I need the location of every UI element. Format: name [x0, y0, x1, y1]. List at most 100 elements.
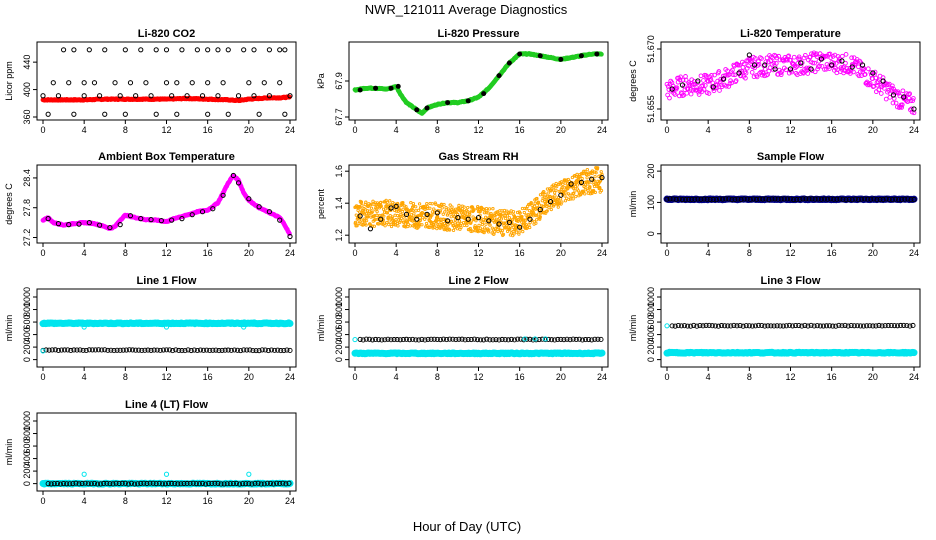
scatter-point [563, 181, 567, 185]
data-point [818, 56, 824, 62]
flow-point [215, 480, 221, 486]
flow-point [104, 480, 110, 486]
plot-frame [36, 412, 297, 492]
scatter-point [566, 186, 570, 190]
plot-frame [660, 164, 921, 244]
flow-point [555, 336, 561, 343]
flow-point [830, 323, 836, 329]
flow-point [363, 336, 369, 342]
flow-point [91, 480, 98, 486]
data-point [251, 47, 257, 53]
scatter-point [355, 224, 359, 228]
scatter-point [437, 204, 442, 209]
flow-point [778, 196, 784, 202]
scatter-point [438, 209, 443, 213]
flow-point [567, 337, 573, 343]
y-axis-label: ml/min [4, 439, 14, 466]
flow-point [108, 347, 114, 353]
y-tick-label: 51.670 [646, 35, 656, 63]
scatter-point [694, 87, 700, 93]
data-point [266, 47, 273, 53]
flow-point [759, 322, 765, 329]
flow-point [781, 196, 787, 202]
flow-point [741, 196, 747, 202]
data-point [210, 206, 216, 212]
flow-point [839, 323, 845, 329]
flow-point [86, 347, 92, 353]
flow-point [896, 197, 902, 203]
data-point [808, 66, 814, 72]
flow-point [592, 336, 598, 342]
panel-box_temp: Ambient Box Temperature 0 4 8 12 16 20 24 27.2 27… [4, 151, 297, 258]
flow-point [769, 196, 775, 202]
scatter-point [403, 222, 408, 226]
flow-point [67, 481, 73, 487]
flow-point [170, 348, 176, 354]
flow-point [815, 196, 821, 202]
scatter-point [520, 206, 525, 211]
flow-point [190, 480, 196, 486]
scatter-point [453, 221, 457, 225]
scatter-point [585, 167, 589, 172]
data-point [506, 60, 512, 66]
flow-point [726, 196, 732, 202]
scatter-point [414, 209, 418, 213]
flow-point [253, 348, 259, 354]
x-tick-label: 12 [473, 248, 483, 258]
flow-point [123, 347, 129, 353]
flow-point [62, 347, 68, 353]
scatter-point [434, 219, 438, 224]
data-point [91, 80, 98, 86]
y-axis-label: kPa [316, 73, 326, 89]
x-tick-label: 8 [747, 372, 752, 382]
scatter-point [801, 55, 807, 61]
data-point [117, 222, 123, 228]
y-tick-label: 400 [22, 451, 32, 466]
scatter-point [505, 214, 509, 218]
scatter-point [899, 105, 904, 110]
flow-point [244, 347, 250, 353]
flow-point [746, 323, 752, 329]
flow-point [698, 196, 704, 202]
flow-point [385, 336, 391, 342]
scatter-point [364, 223, 368, 227]
data-point [542, 336, 548, 342]
flow-point [664, 196, 670, 202]
scatter-point [468, 226, 472, 231]
x-tick-label: 16 [827, 125, 837, 135]
x-tick-label: 8 [123, 248, 128, 258]
data-point [45, 111, 51, 117]
panel-pressure: Li-820 Pressure 0 4 8 12 16 20 24 67.7 67.9 kPa [316, 28, 609, 135]
scatter-point [734, 61, 740, 67]
y-axis-label: Licor ppm [4, 61, 14, 101]
scatter-point [399, 212, 403, 217]
scatter-point [537, 203, 542, 207]
flow-point [490, 337, 496, 343]
flow-point [552, 337, 558, 343]
data-point [189, 212, 195, 218]
scatter-point [366, 215, 370, 219]
flow-point [157, 347, 163, 353]
scatter-point [689, 82, 695, 88]
scatter-point [853, 61, 859, 67]
panel-title: Line 3 Flow [761, 275, 821, 287]
scatter-point [733, 78, 739, 83]
panel-rh: Gas Stream RH 0 4 8 12 16 20 24 1.2 1.4 1.6 percent [316, 151, 609, 258]
flow-point [83, 347, 89, 354]
scatter-point [470, 229, 474, 233]
scatter-point [486, 211, 490, 215]
flow-point [750, 196, 757, 202]
flow-point [561, 337, 567, 343]
data-point [475, 215, 482, 221]
y-axis-label: ml/min [316, 315, 326, 342]
scatter-point [379, 200, 383, 205]
flow-point [524, 336, 530, 342]
flow-point [910, 349, 918, 357]
scatter-point [437, 217, 441, 222]
scatter-point [385, 211, 390, 215]
scatter-point [401, 207, 405, 211]
scatter-point [549, 207, 553, 212]
scatter-point [501, 232, 506, 237]
x-tick-label: 12 [785, 125, 795, 135]
scatter-point [854, 59, 859, 65]
